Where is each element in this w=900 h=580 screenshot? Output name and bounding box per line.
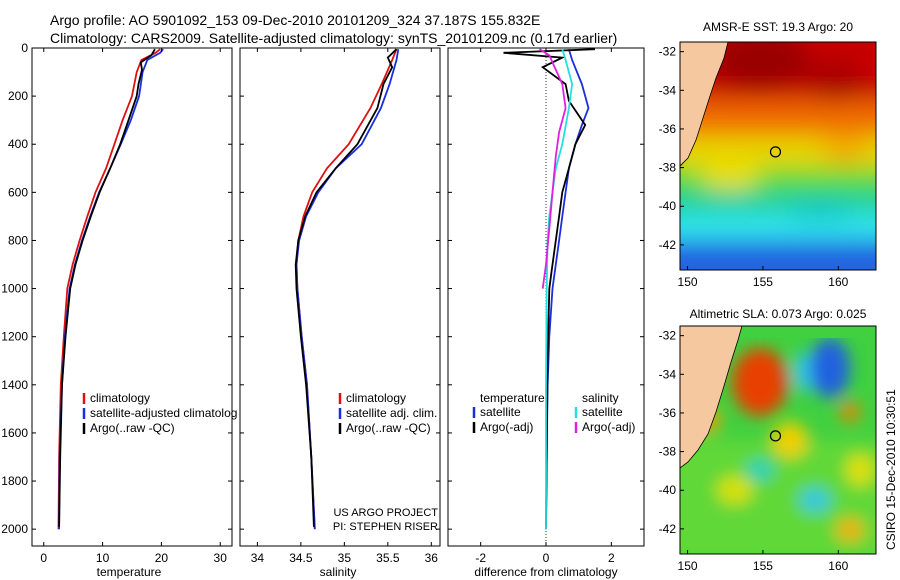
project-annotation-line-1: US ARGO PROJECT	[333, 507, 438, 519]
m1-lat-tick-label-2: -36	[659, 406, 677, 420]
m0-lat-tick-label-3: -38	[659, 161, 677, 175]
salinity-xlabel: salinity	[320, 565, 357, 579]
depth-tick-label-4: 800	[8, 233, 28, 247]
sla-map-title: Altimetric SLA: 0.073 Argo: 0.025	[690, 307, 867, 321]
m1-lon-tick-label-0: 150	[678, 559, 698, 573]
sst-map-panel: AMSR-E SST: 19.3 Argo: 20 150 155 160 -32 -3…	[659, 20, 877, 289]
p1-xtick-label-4: 36	[425, 551, 439, 565]
temperature-panel: 0 10 20 30 0 200 400 600 800 1000 1200 1400 1600 1800…	[1, 41, 237, 579]
sst-map-frame	[679, 41, 877, 271]
sst-map-title: AMSR-E SST: 19.3 Argo: 20	[703, 20, 853, 34]
m1-lon-tick-label-1: 155	[753, 559, 773, 573]
p2-xtick-label-0: -2	[475, 551, 486, 565]
depth-tick-label-6: 1200	[1, 330, 28, 344]
m1-lat-tick-label-0: -32	[659, 329, 677, 343]
m0-lat-tick-label-0: -32	[659, 45, 677, 59]
salinity-panel: 34 34.5 35 35.5 36 salinity climatologysatel…	[239, 47, 441, 579]
sst-field-image	[680, 42, 876, 270]
m1-lon-tick-label-2: 160	[828, 559, 848, 573]
p0-xtick-label-3: 30	[214, 551, 228, 565]
salinity-legend-entry-2-label: Argo(..raw -QC)	[346, 421, 431, 435]
depth-tick-label-9: 1800	[1, 474, 28, 488]
temperature-legend-entry-0-label: climatology	[90, 391, 150, 405]
argo-location-marker-sst	[769, 146, 782, 158]
difference-legend-temp-sat-label: satellite	[480, 405, 521, 419]
m0-lon-tick-label-0: 150	[678, 275, 698, 289]
p1-series-line-2	[294, 48, 398, 527]
m0-lat-tick-label-4: -40	[659, 199, 677, 213]
depth-tick-label-10: 2000	[1, 522, 28, 536]
p2-xtick-label-1: 0	[543, 551, 550, 565]
m1-lat-tick-label-3: -38	[659, 445, 677, 459]
sla-map-frame	[679, 325, 877, 555]
m0-lat-tick-label-5: -42	[659, 238, 677, 252]
p0-series-line-0	[57, 48, 161, 530]
depth-tick-label-1: 200	[8, 89, 28, 103]
temperature-xlabel: temperature	[97, 565, 162, 579]
m1-lat-tick-label-5: -42	[659, 522, 677, 536]
p0-xtick-label-1: 10	[96, 551, 110, 565]
depth-tick-label-0: 0	[21, 41, 28, 55]
difference-legend-heading-salinity: salinity	[582, 391, 619, 405]
sla-map-panel: Altimetric SLA: 0.073 Argo: 0.025	[659, 307, 877, 573]
temperature-axes-frame	[31, 47, 233, 547]
p1-xtick-label-2: 35	[338, 551, 352, 565]
difference-legend: temperature salinitysatelliteArgo(-adj)sa…	[472, 391, 635, 434]
depth-tick-label-2: 400	[8, 137, 28, 151]
m1-lat-tick-label-4: -40	[659, 483, 677, 497]
sla-field-image	[680, 326, 876, 554]
salinity-axes-frame	[239, 47, 441, 547]
figure-title-line-1: Argo profile: AO 5901092_153 09-Dec-2010…	[50, 12, 541, 28]
p2-series-line-3	[539, 48, 567, 289]
argo-location-marker-sla	[769, 430, 782, 442]
p1-xtick-label-1: 34.5	[289, 551, 313, 565]
difference-legend-temp-argo-label: Argo(-adj)	[480, 420, 533, 434]
depth-tick-label-5: 1000	[1, 282, 28, 296]
project-annotation-line-2: PI: STEPHEN RISER	[333, 521, 438, 533]
p0-series-line-2	[58, 48, 156, 527]
m0-lon-tick-label-1: 155	[753, 275, 773, 289]
difference-panel: -2 0 2 difference from climatology tempera…	[447, 47, 645, 579]
m0-lon-tick-label-2: 160	[828, 275, 848, 289]
m1-lat-tick-label-1: -34	[659, 367, 677, 381]
salinity-legend-entry-1-label: satellite adj. clim.	[346, 406, 437, 420]
p0-xtick-label-2: 20	[155, 551, 169, 565]
temperature-legend-entry-1-label: satellite-adjusted climatolog	[90, 406, 237, 420]
temperature-legend-entry-2-label: Argo(..raw -QC)	[90, 421, 175, 435]
difference-legend-heading-temperature: temperature	[480, 391, 545, 405]
depth-tick-label-8: 1600	[1, 426, 28, 440]
m0-lat-tick-label-1: -34	[659, 83, 677, 97]
salinity-legend-entry-0-label: climatology	[346, 391, 406, 405]
p2-xtick-label-2: 2	[608, 551, 615, 565]
p1-xtick-label-0: 34	[251, 551, 265, 565]
p1-xtick-label-3: 35.5	[376, 551, 400, 565]
difference-xlabel: difference from climatology	[474, 565, 617, 579]
depth-tick-label-7: 1400	[1, 378, 28, 392]
difference-legend-sal-sat-label: satellite	[582, 405, 623, 419]
depth-tick-label-3: 600	[8, 185, 28, 199]
difference-legend-sal-argo-label: Argo(-adj)	[582, 420, 635, 434]
m0-lat-tick-label-2: -36	[659, 122, 677, 136]
figure-title-line-2: Climatology: CARS2009. Satellite-adjuste…	[50, 30, 618, 46]
p0-xtick-label-0: 0	[40, 551, 47, 565]
